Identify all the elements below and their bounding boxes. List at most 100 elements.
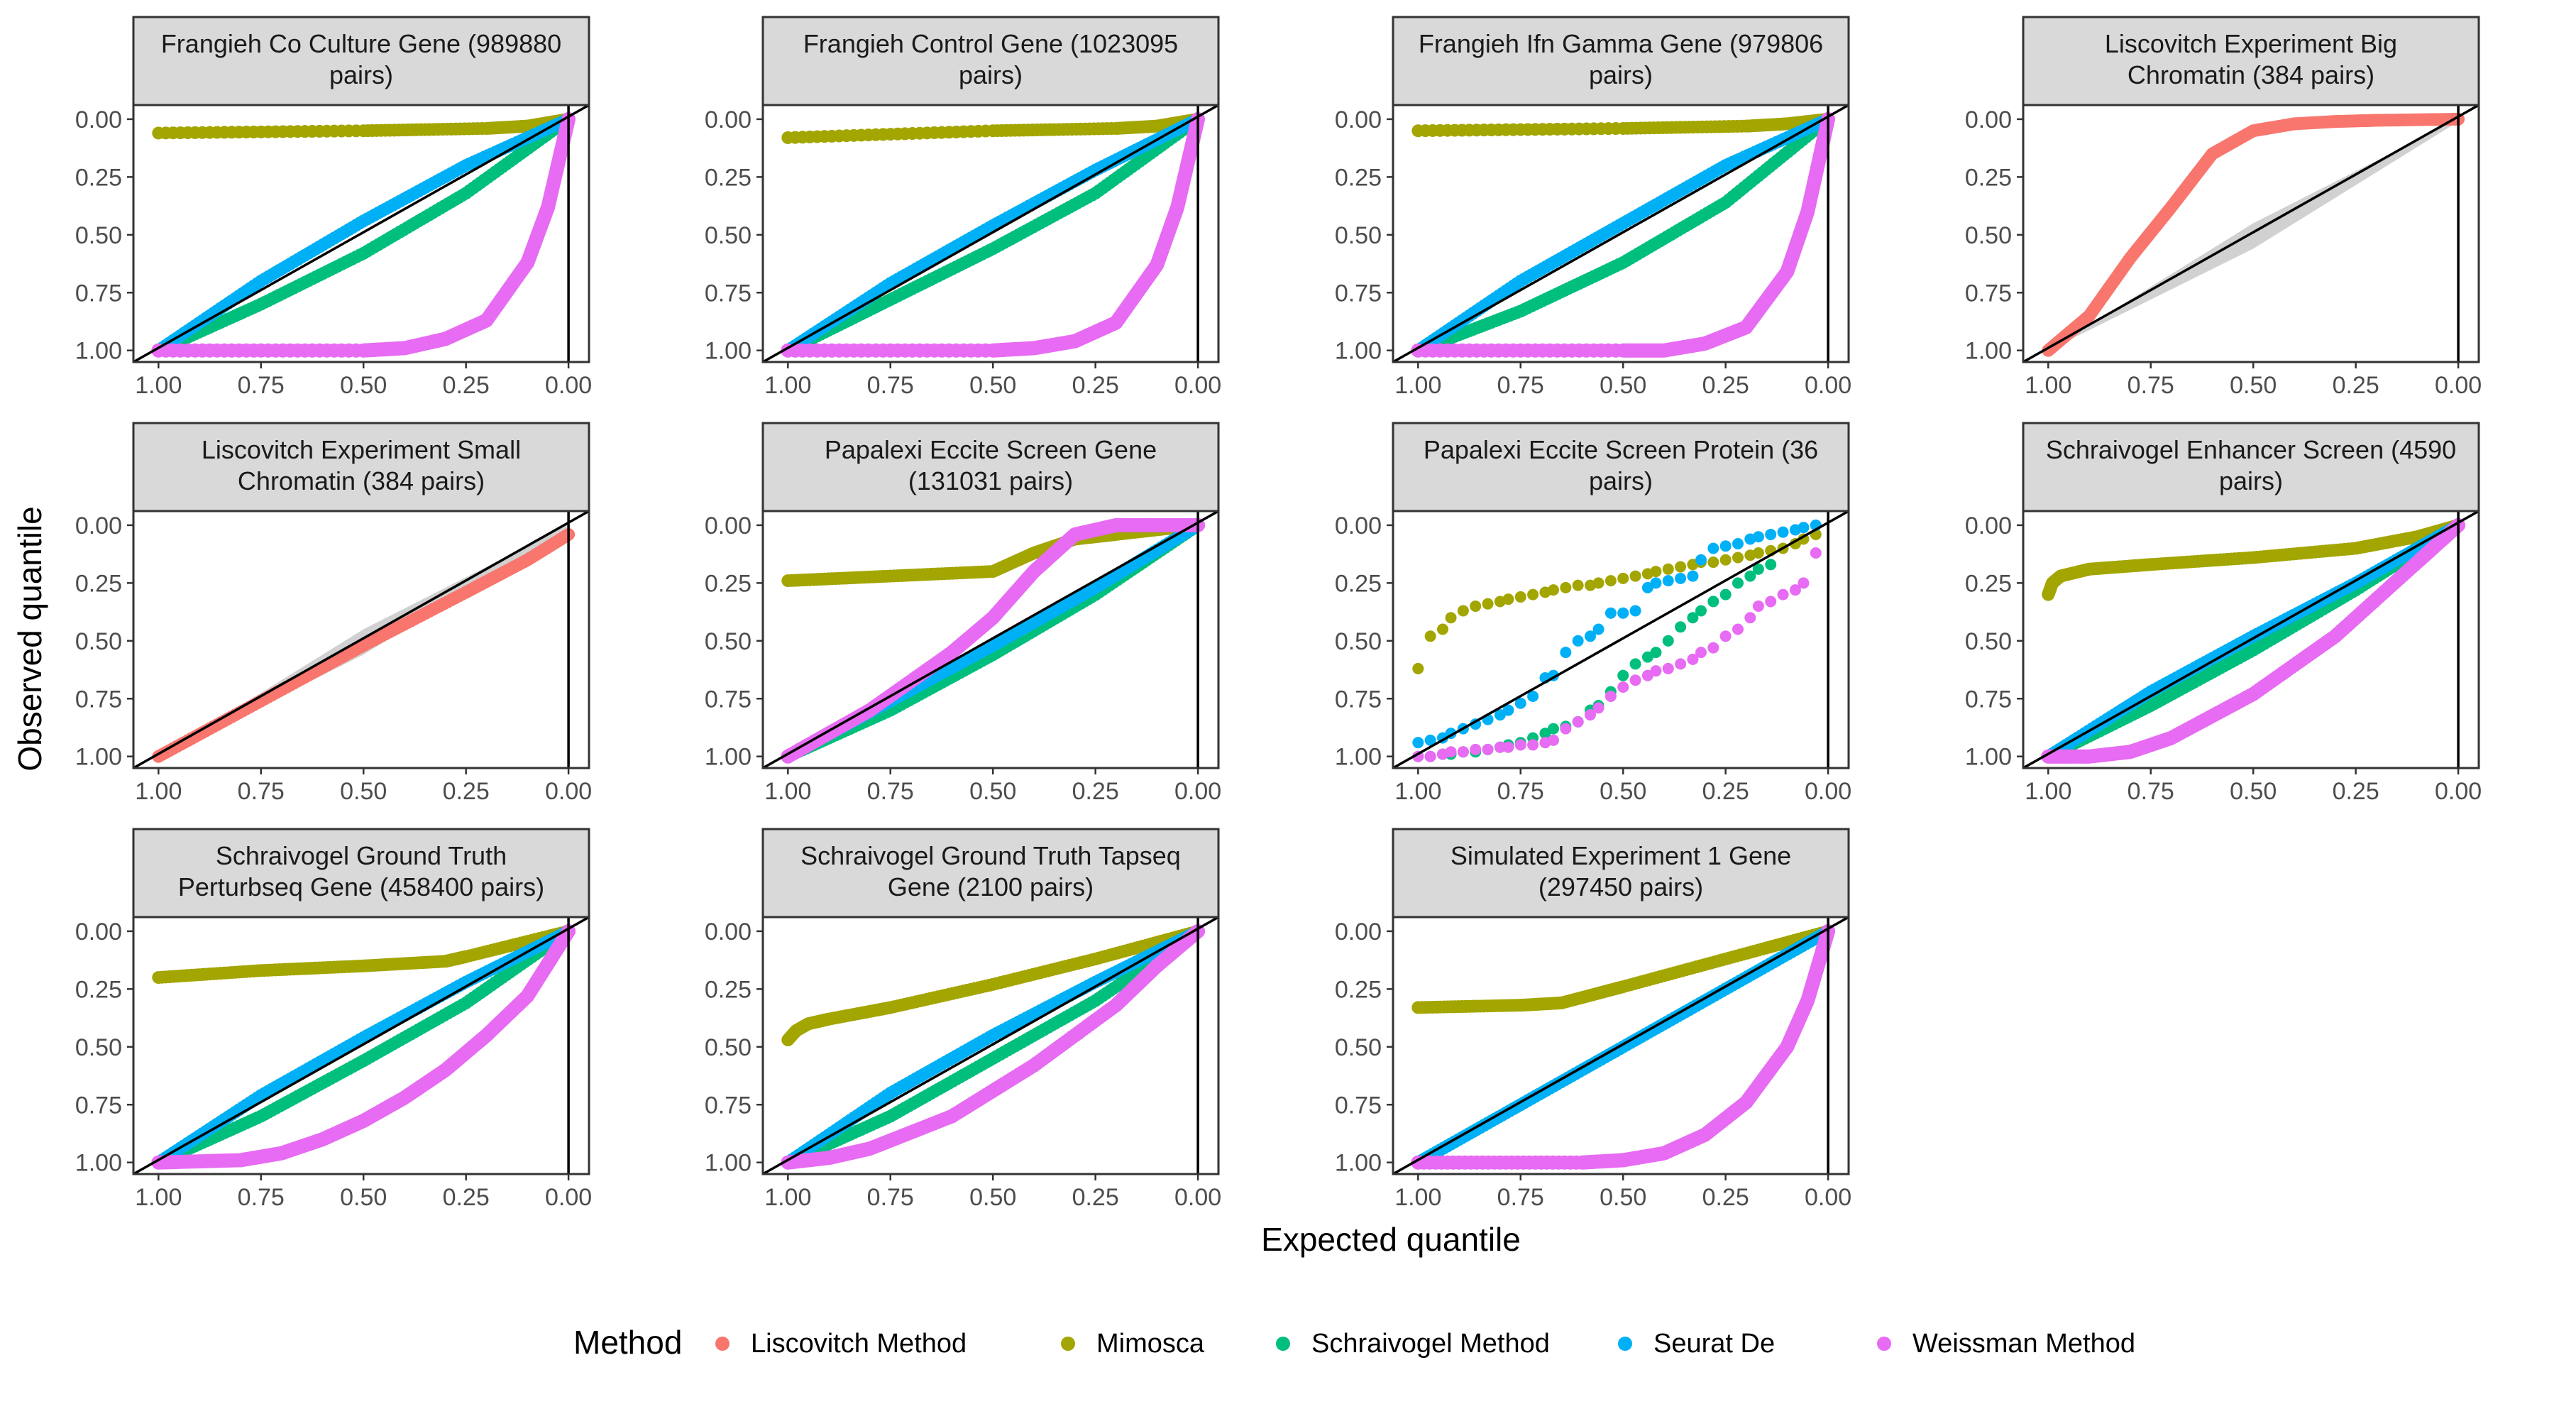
x-tick-label: 1.00 [135, 778, 182, 805]
x-tick-label: 0.75 [2128, 778, 2174, 805]
x-tick-label: 0.75 [2128, 372, 2174, 399]
y-tick-label: 0.25 [1335, 570, 1382, 597]
data-point [1675, 573, 1686, 584]
x-tick-label: 0.75 [867, 1184, 914, 1211]
y-tick-label: 0.00 [705, 512, 752, 539]
y-tick-label: 0.00 [75, 106, 122, 133]
y-tick-label: 1.00 [1965, 744, 2012, 771]
y-tick-label: 0.75 [1335, 280, 1382, 307]
data-point [1458, 605, 1469, 616]
facet-title-line: Gene (2100 pairs) [888, 872, 1094, 901]
data-point [1446, 746, 1457, 757]
x-tick-label: 0.25 [443, 372, 490, 399]
facet-title-line: Papalexi Eccite Screen Protein (36 [1424, 435, 1818, 464]
data-point [1732, 577, 1744, 588]
x-tick-label: 0.50 [2230, 372, 2277, 399]
y-tick-label: 0.00 [1335, 512, 1382, 539]
facet-panel: Frangieh Co Culture Gene (989880pairs)0.… [75, 17, 592, 399]
x-tick-label: 0.50 [1600, 372, 1646, 399]
y-tick-label: 1.00 [705, 338, 752, 365]
x-tick-label: 0.25 [2333, 778, 2379, 805]
facet-panel: Schraivogel Enhancer Screen (4590pairs)0… [1965, 423, 2482, 805]
y-tick-label: 0.50 [1335, 628, 1382, 655]
data-point [1502, 742, 1514, 753]
y-tick-label: 0.50 [75, 628, 122, 655]
data-point [1605, 608, 1617, 619]
data-point [1470, 601, 1481, 612]
data-point [1744, 612, 1756, 623]
x-tick-label: 1.00 [764, 778, 811, 805]
y-tick-label: 0.75 [1965, 686, 2012, 713]
y-tick-label: 0.00 [705, 106, 752, 133]
y-tick-label: 0.50 [1965, 222, 2012, 249]
x-tick-label: 0.50 [969, 778, 1016, 805]
x-tick-label: 0.75 [238, 1184, 285, 1211]
data-point [1663, 663, 1674, 674]
data-point [1617, 670, 1629, 681]
y-tick-label: 0.50 [75, 222, 122, 249]
data-point [1515, 739, 1526, 750]
x-tick-label: 1.00 [764, 372, 811, 399]
facet-title-line: Perturbseq Gene (458400 pairs) [178, 872, 544, 901]
x-tick-label: 0.25 [2333, 372, 2379, 399]
y-tick-label: 0.75 [75, 686, 122, 713]
y-tick-label: 1.00 [1965, 338, 2012, 365]
x-tick-label: 1.00 [764, 1184, 811, 1211]
y-tick-label: 0.50 [1335, 222, 1382, 249]
facet-panel: Frangieh Control Gene (1023095pairs)0.00… [705, 17, 1221, 399]
y-tick-label: 0.00 [1965, 106, 2012, 133]
data-point [1753, 601, 1764, 612]
data-point [1720, 540, 1732, 552]
data-point [1548, 723, 1559, 735]
data-point [1753, 531, 1764, 542]
x-tick-label: 1.00 [1394, 778, 1441, 805]
data-point [1560, 723, 1571, 735]
x-tick-label: 0.25 [1072, 372, 1119, 399]
x-tick-label: 0.00 [1805, 372, 1851, 399]
facet-title-line: Frangieh Co Culture Gene (989880 [161, 29, 561, 58]
facet-title-line: pairs) [1589, 60, 1653, 89]
data-point [1765, 596, 1776, 607]
y-tick-label: 0.50 [75, 1034, 122, 1061]
data-point [1470, 744, 1481, 755]
x-tick-label: 0.75 [867, 778, 914, 805]
data-point [1412, 663, 1424, 674]
facet-title-line: Liscovitch Experiment Small [202, 435, 521, 464]
data-point [1732, 538, 1744, 549]
x-tick-label: 0.00 [2435, 778, 2482, 805]
y-tick-label: 0.25 [705, 570, 752, 597]
y-tick-label: 0.50 [705, 222, 752, 249]
data-point [1650, 647, 1661, 658]
data-point [1707, 557, 1719, 568]
data-point [1707, 542, 1719, 554]
data-point [1573, 580, 1584, 591]
y-tick-label: 0.25 [1965, 164, 2012, 191]
data-point [1695, 605, 1707, 616]
facet-title-line: (297450 pairs) [1539, 872, 1703, 901]
y-tick-label: 1.00 [705, 1150, 752, 1177]
data-point [1707, 596, 1719, 607]
facet-title-line: Simulated Experiment 1 Gene [1451, 841, 1791, 870]
data-point [1650, 566, 1661, 577]
y-tick-label: 0.75 [1965, 280, 2012, 307]
facet-panel: Frangieh Ifn Gamma Gene (979806pairs)0.0… [1335, 17, 1851, 399]
x-tick-label: 0.50 [969, 1184, 1016, 1211]
x-tick-label: 0.50 [340, 1184, 387, 1211]
data-point [1482, 744, 1494, 755]
x-tick-label: 0.00 [545, 778, 592, 805]
y-tick-label: 1.00 [705, 744, 752, 771]
x-tick-label: 0.00 [545, 372, 592, 399]
data-point [1593, 577, 1605, 588]
facet-panel: Simulated Experiment 1 Gene(297450 pairs… [1335, 829, 1851, 1211]
x-tick-label: 1.00 [135, 1184, 182, 1211]
data-point [1810, 547, 1822, 559]
y-tick-label: 1.00 [1335, 338, 1382, 365]
x-tick-label: 0.50 [340, 778, 387, 805]
data-point [1707, 642, 1719, 654]
data-point [1663, 575, 1674, 586]
data-point [1798, 577, 1809, 588]
